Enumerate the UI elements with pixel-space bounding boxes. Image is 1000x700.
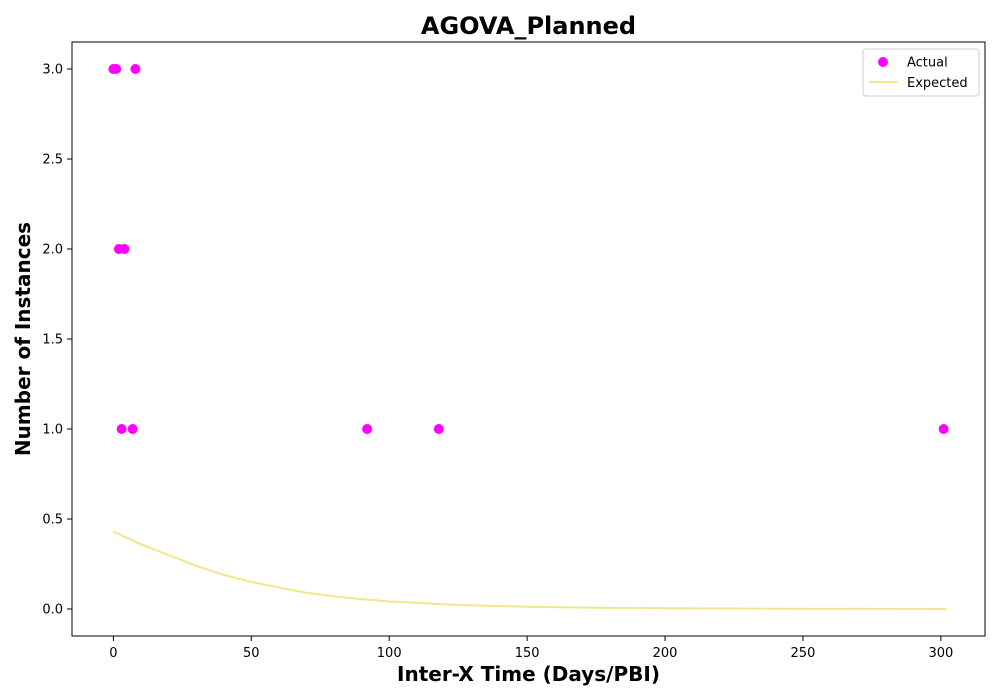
data-point-actual — [119, 244, 130, 254]
y-tick-label: 1.5 — [42, 333, 63, 348]
data-point-actual — [127, 424, 138, 434]
legend: Actual Expected — [862, 48, 980, 97]
x-axis-label: Inter-X Time (Days/PBI) — [397, 662, 660, 686]
y-tick-label: 0.5 — [42, 513, 63, 528]
y-tick-label: 2.5 — [42, 153, 63, 168]
data-point-actual — [433, 424, 444, 434]
x-tick-label: 300 — [928, 646, 953, 661]
legend-box — [862, 48, 980, 97]
data-point-actual — [111, 64, 122, 74]
data-point-actual — [116, 424, 127, 434]
x-tick-label: 150 — [515, 646, 540, 661]
chart-title: AGOVA_Planned — [421, 12, 636, 40]
plot-area: 0 50 100 150 200 250 300 0.0 0.5 1.0 1.5 2.0 2.5 3.0 — [42, 41, 986, 661]
x-tick-label: 50 — [243, 646, 260, 661]
y-tick-label: 0.0 — [42, 603, 63, 618]
data-point-actual — [938, 424, 949, 434]
x-tick-label: 100 — [377, 646, 402, 661]
y-axis-label: Number of Instances — [11, 222, 35, 456]
series-line-expected — [112, 530, 947, 610]
legend-label-expected: Expected — [907, 76, 968, 91]
data-point-actual — [362, 424, 373, 434]
data-point-actual — [130, 64, 141, 74]
legend-marker-actual — [878, 57, 888, 67]
y-tick-label: 1.0 — [42, 423, 63, 438]
legend-label-actual: Actual — [907, 56, 948, 71]
x-tick-label: 200 — [653, 646, 678, 661]
y-tick-label: 2.0 — [42, 243, 63, 258]
plot-frame — [71, 41, 986, 637]
x-tick-label: 0 — [109, 646, 117, 661]
y-tick-label: 3.0 — [42, 63, 63, 78]
x-tick-label: 250 — [791, 646, 816, 661]
